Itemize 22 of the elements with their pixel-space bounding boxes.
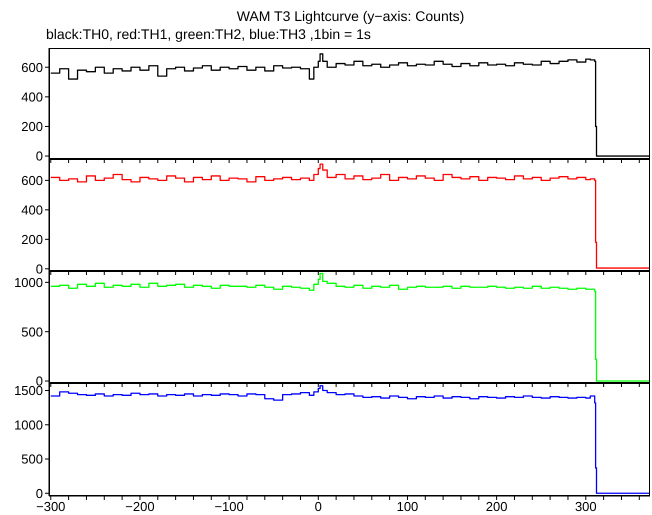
- x-tick-label: 0: [314, 499, 322, 514]
- x-tick-label: −100: [214, 499, 244, 514]
- y-tick-label: 200: [21, 119, 43, 134]
- y-tick-label: 1000: [14, 417, 43, 432]
- y-tick-label: 0: [36, 148, 43, 164]
- y-tick-label: 500: [21, 452, 43, 467]
- x-tick-label: 200: [486, 499, 508, 514]
- x-tick-label: 100: [396, 499, 418, 514]
- y-tick-label: 600: [21, 172, 43, 188]
- x-tick-label: −200: [125, 499, 155, 514]
- y-tick-label: 0: [36, 486, 43, 501]
- chart-title: WAM T3 Lightcurve (y−axis: Counts): [236, 8, 466, 24]
- y-tick-label: 600: [21, 60, 43, 75]
- y-tick-label: 1000: [14, 274, 43, 290]
- y-tick-label: 400: [21, 202, 43, 218]
- y-tick-label: 0: [36, 261, 43, 276]
- x-tick-label: 300: [574, 499, 597, 514]
- chart-subtitle: black:TH0, red:TH1, green:TH2, blue:TH3 ,1bin = 1s: [46, 26, 371, 42]
- x-tick-label: −300: [36, 499, 66, 514]
- y-tick-label: 400: [21, 89, 43, 104]
- y-tick-label: 200: [21, 232, 43, 247]
- y-tick-label: 500: [21, 324, 43, 340]
